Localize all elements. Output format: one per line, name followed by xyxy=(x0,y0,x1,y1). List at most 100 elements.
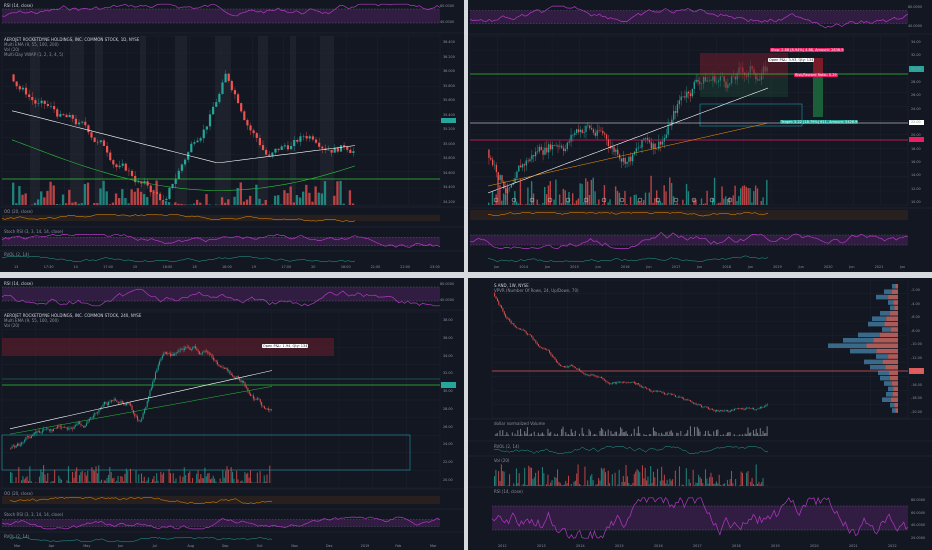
volume-bar xyxy=(562,188,565,205)
horizontal-divider-right[interactable] xyxy=(468,272,932,278)
candle-body xyxy=(701,83,703,85)
candle-body xyxy=(234,377,236,378)
candle-body xyxy=(517,327,519,329)
volume-bar xyxy=(499,480,501,486)
chart-pane-sand[interactable]: S AND, 1W, NYSE VPVR (Number Of Rows, 24… xyxy=(468,278,932,550)
volume-bar xyxy=(584,466,586,486)
candle-body xyxy=(262,405,264,407)
volume-bar xyxy=(265,481,267,483)
volume-bar xyxy=(707,430,709,436)
candle-body xyxy=(124,404,126,406)
volume-bar xyxy=(66,480,68,483)
candle-body xyxy=(547,350,549,351)
time-tick: Apr xyxy=(48,544,55,548)
volume-bar xyxy=(672,479,674,486)
study-vol[interactable]: Vol (20) xyxy=(4,47,20,52)
symbol-title[interactable]: S AND, 1W, NYSE xyxy=(494,283,529,288)
candle-body xyxy=(531,154,533,160)
candle-body xyxy=(732,409,734,411)
oo-label[interactable]: OO (20, close) xyxy=(4,491,33,496)
candle-body xyxy=(566,142,568,149)
volume-bar xyxy=(164,200,168,205)
candle-body xyxy=(250,393,252,396)
candle-body xyxy=(130,403,132,406)
candle-body xyxy=(706,80,708,82)
candle-body xyxy=(197,350,199,352)
pane1-canvas[interactable] xyxy=(0,0,464,272)
chart-pane-weekly[interactable]: 80.0000 40.0000 Stop: 2.88 (8.94%) 4.88,… xyxy=(468,0,932,272)
candle-body xyxy=(88,418,90,422)
rsi-line xyxy=(469,232,909,249)
pane2-canvas[interactable] xyxy=(468,0,932,272)
study-ema[interactable]: Multi EMA (9, 55, 100, 200) xyxy=(4,318,59,323)
study-ema[interactable]: Multi EMA (9, 55, 100, 200) xyxy=(4,42,59,47)
symbol-title[interactable]: AEROJET ROCKETDYNE HOLDINGS, INC. COMMON… xyxy=(4,313,142,318)
study-vwap[interactable]: Multi-Day VWAP (1, 2, 3, 4, 5) xyxy=(4,52,64,57)
rvol-label[interactable]: RVOL (2, 14) xyxy=(4,534,30,539)
study-vol[interactable]: Vol (20) xyxy=(4,323,20,328)
candle-body xyxy=(230,80,233,91)
volume-bar xyxy=(685,183,688,205)
volume-bar xyxy=(741,472,743,486)
symbol-title[interactable]: AEROJET ROCKETDYNE HOLDINGS, INC. COMMON… xyxy=(4,37,140,42)
candle-body xyxy=(501,175,503,182)
candle-body xyxy=(758,408,760,409)
candle-body xyxy=(53,106,56,110)
candle-body xyxy=(178,350,180,353)
candle-body xyxy=(174,178,177,184)
study-vpvr[interactable]: VPVR (Number Of Rows, 24, Up/Down, 70) xyxy=(494,288,579,293)
divider-center[interactable] xyxy=(464,272,468,278)
volume-bar xyxy=(713,483,715,486)
pane3-canvas[interactable] xyxy=(0,278,464,550)
chart-pane-1d[interactable]: RSI (14, close) 80.0000 40.0000 AEROJET … xyxy=(0,0,464,272)
chart-pane-240[interactable]: RSI (14, close) 80.0000 40.0000 AEROJET … xyxy=(0,278,464,550)
vol-label[interactable]: Vol (20) xyxy=(494,458,510,463)
candle-body xyxy=(110,400,112,402)
candle-body xyxy=(661,391,663,393)
volume-bar xyxy=(113,477,115,483)
candle-body xyxy=(598,376,600,378)
rsi-label[interactable]: RSI (14, close) xyxy=(494,489,523,494)
volume-bar xyxy=(614,472,616,486)
rvol-label[interactable]: RVOL (2, 14) xyxy=(494,444,520,449)
candle-body xyxy=(215,360,217,362)
stoch-label[interactable]: Stoch RSI (3, 3, 14, 14, close) xyxy=(4,229,64,234)
candle-body xyxy=(206,350,207,352)
vertical-divider-bottom[interactable] xyxy=(464,278,468,550)
oscillator-line xyxy=(10,497,273,504)
volume-bar xyxy=(196,473,198,483)
candle-body xyxy=(230,373,232,376)
volume-bar xyxy=(599,480,601,486)
ema-line xyxy=(9,370,273,430)
candle-body xyxy=(596,376,598,378)
candle-body xyxy=(512,323,513,324)
volume-bar xyxy=(77,481,79,483)
volume-bar xyxy=(615,431,617,436)
dollar-volume-label[interactable]: dollar normalized Volume xyxy=(494,421,545,426)
volume-bar xyxy=(61,194,65,205)
rvol-label[interactable]: RVOL (2, 14) xyxy=(4,252,30,257)
candle-body xyxy=(695,403,697,405)
candle-body xyxy=(135,416,137,417)
time-tick: 17:30 xyxy=(43,265,54,269)
candle-body xyxy=(749,407,750,409)
volume-bar xyxy=(747,471,749,486)
horizontal-divider-left[interactable] xyxy=(0,272,464,278)
candle-body xyxy=(546,147,548,153)
volume-bar xyxy=(746,472,748,486)
candle-body xyxy=(248,391,250,394)
volume-bar xyxy=(577,198,579,205)
candle-body xyxy=(196,140,199,143)
volume-bar xyxy=(726,199,729,205)
price-tick: -12.00 xyxy=(911,355,922,360)
stoch-label[interactable]: Stoch RSI (3, 3, 14, 14, close) xyxy=(4,512,64,517)
vertical-divider[interactable] xyxy=(464,0,468,272)
candle-body xyxy=(544,147,546,155)
volume-bar xyxy=(762,197,764,205)
candle-body xyxy=(538,146,540,152)
volume-bar xyxy=(672,432,674,436)
pane4-canvas[interactable] xyxy=(468,278,932,550)
candle-body xyxy=(575,367,576,369)
oo-label[interactable]: OO (20, close) xyxy=(4,209,33,214)
